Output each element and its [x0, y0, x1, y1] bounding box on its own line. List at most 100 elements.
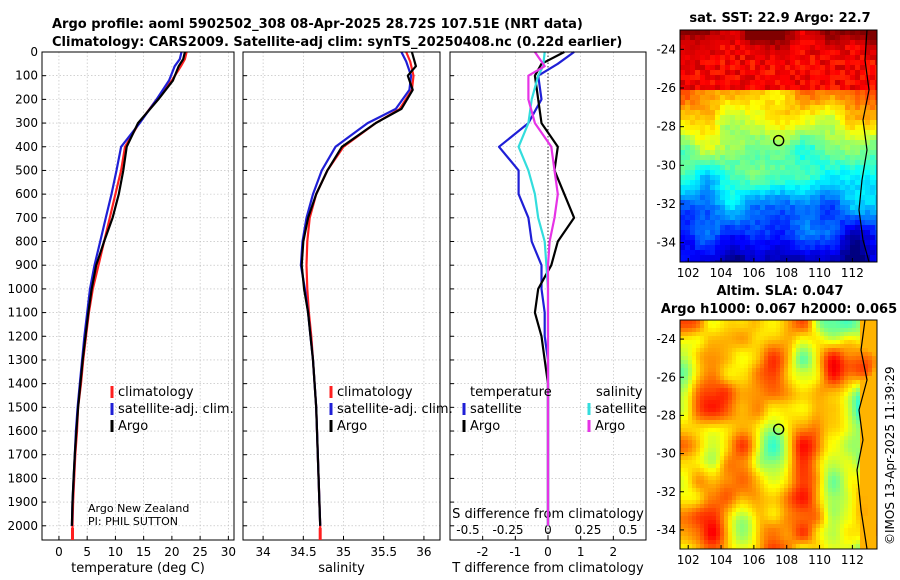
map-cell — [844, 528, 849, 533]
map-cell — [736, 440, 741, 445]
map-cell — [824, 464, 829, 469]
map-cell — [808, 352, 813, 357]
map-cell — [700, 532, 705, 537]
map-cell — [780, 436, 785, 441]
map-cell — [810, 70, 816, 76]
map-cell — [728, 420, 733, 425]
map-cell — [872, 484, 877, 489]
map-cell — [712, 500, 717, 505]
map-cell — [836, 352, 841, 357]
map-cell — [684, 452, 689, 457]
map-cell — [824, 380, 829, 385]
map-cell — [855, 130, 861, 136]
map-cell — [744, 508, 749, 513]
map-cell — [804, 452, 809, 457]
map-cell — [790, 50, 796, 56]
y-tick-label: -28 — [656, 120, 676, 134]
map-cell — [860, 488, 865, 493]
map-cell — [775, 95, 781, 101]
map-cell — [868, 496, 873, 501]
map-cell — [868, 388, 873, 393]
map-cell — [705, 55, 711, 61]
map-cell — [800, 496, 805, 501]
map-cell — [795, 235, 801, 241]
map-cell — [868, 536, 873, 541]
legend-label-s-argo: Argo — [595, 419, 625, 434]
map-cell — [835, 155, 841, 161]
map-cell — [795, 40, 801, 46]
series-line-s-satellite — [517, 51, 550, 526]
map-cell — [692, 352, 697, 357]
y-tick-label: -30 — [656, 158, 676, 172]
map-cell — [820, 428, 825, 433]
map-cell — [705, 160, 711, 166]
map-cell — [800, 70, 806, 76]
map-cell — [860, 348, 865, 353]
map-cell — [805, 140, 811, 146]
map-cell — [715, 180, 721, 186]
map-cell — [855, 155, 861, 161]
map-cell — [752, 372, 757, 377]
map-cell — [850, 55, 856, 61]
map-cell — [780, 260, 786, 262]
map-cell — [830, 190, 836, 196]
map-cell — [740, 340, 745, 345]
map-cell — [735, 80, 741, 86]
map-cell — [785, 260, 791, 262]
map-cell — [812, 452, 817, 457]
map-cell — [752, 412, 757, 417]
map-cell — [788, 424, 793, 429]
map-cell — [684, 516, 689, 521]
map-cell — [856, 468, 861, 473]
map-cell — [716, 360, 721, 365]
map-cell — [755, 230, 761, 236]
map-cell — [860, 476, 865, 481]
map-cell — [804, 432, 809, 437]
map-cell — [760, 468, 765, 473]
map-cell — [768, 520, 773, 525]
map-cell — [784, 356, 789, 361]
map-cell — [860, 110, 866, 116]
map-cell — [740, 45, 746, 51]
map-cell — [844, 424, 849, 429]
map-cell — [755, 250, 761, 256]
map-cell — [865, 120, 871, 126]
map-cell — [840, 150, 846, 156]
map-cell — [800, 95, 806, 101]
map-cell — [840, 392, 845, 397]
map-cell — [732, 400, 737, 405]
map-cell — [685, 105, 691, 111]
map-cell — [856, 452, 861, 457]
map-cell — [864, 472, 869, 477]
map-cell — [785, 140, 791, 146]
map-cell — [765, 55, 771, 61]
map-cell — [860, 452, 865, 457]
map-cell — [700, 205, 706, 211]
map-cell — [720, 352, 725, 357]
map-cell — [840, 245, 846, 251]
map-cell — [715, 135, 721, 141]
map-cell — [832, 336, 837, 341]
map-cell — [692, 484, 697, 489]
map-cell — [765, 180, 771, 186]
map-cell — [705, 140, 711, 146]
map-cell — [836, 520, 841, 525]
map-cell — [870, 150, 876, 156]
map-cell — [840, 55, 846, 61]
map-cell — [752, 364, 757, 369]
map-cell — [695, 55, 701, 61]
map-cell — [685, 45, 691, 51]
map-cell — [850, 230, 856, 236]
map-cell — [870, 100, 876, 106]
map-cell — [692, 436, 697, 441]
map-cell — [730, 85, 736, 91]
map-cell — [872, 340, 877, 345]
map-cell — [800, 35, 806, 41]
map-cell — [700, 520, 705, 525]
map-cell — [824, 336, 829, 341]
map-cell — [695, 145, 701, 151]
map-cell — [680, 230, 686, 236]
map-cell — [830, 110, 836, 116]
map-cell — [805, 160, 811, 166]
map-cell — [852, 464, 857, 469]
